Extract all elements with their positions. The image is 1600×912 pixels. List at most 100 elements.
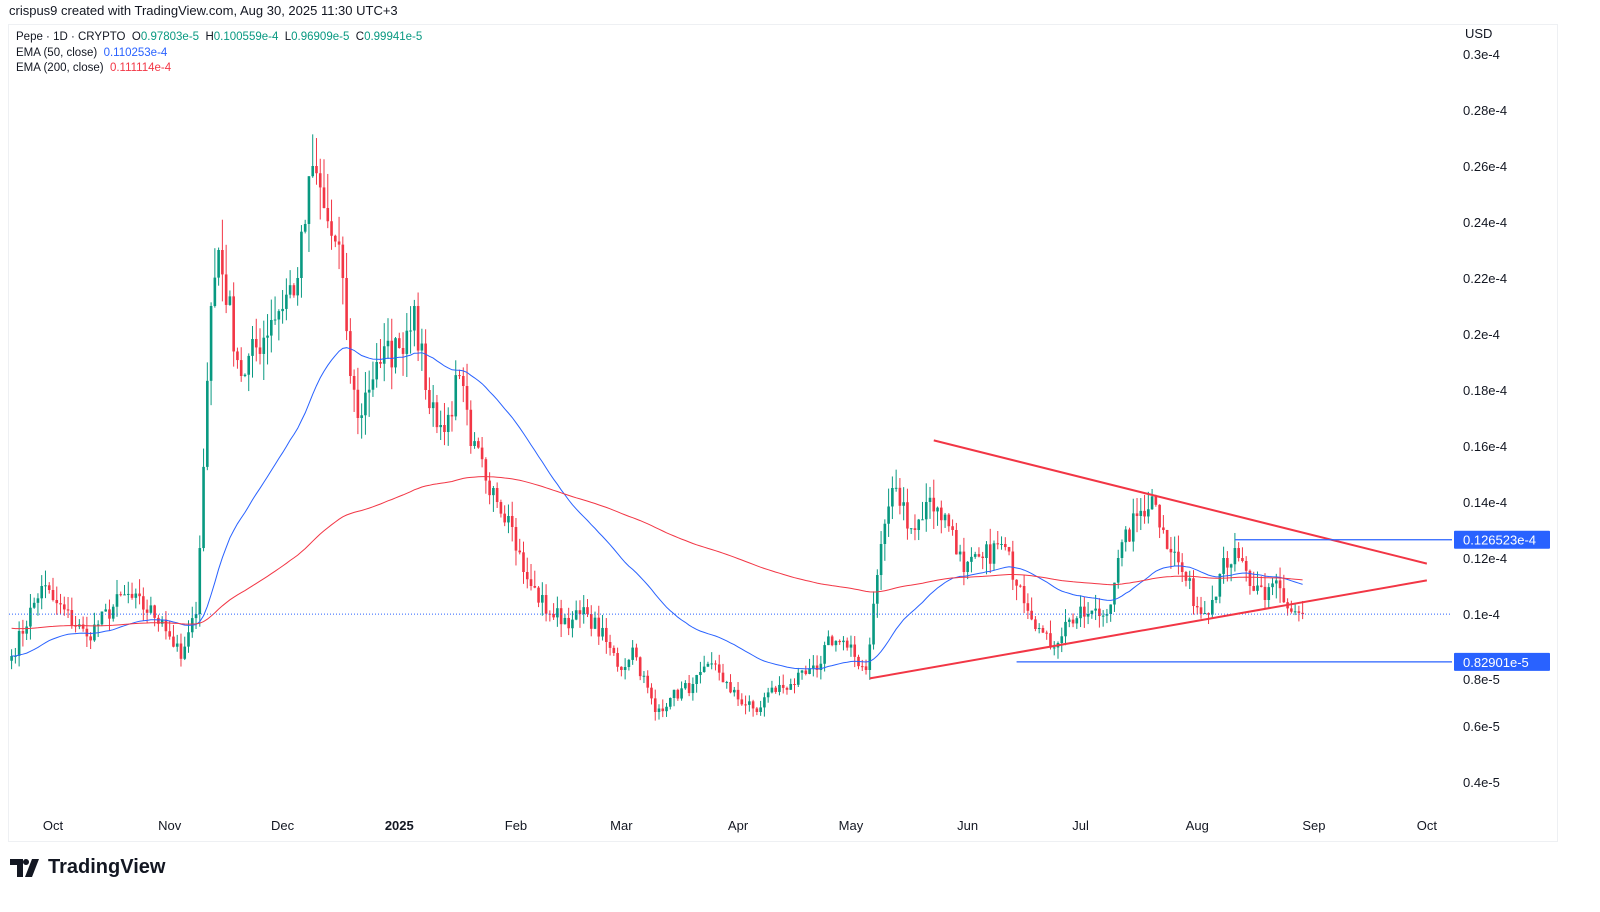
candle-body bbox=[360, 415, 363, 418]
candle-body bbox=[510, 516, 514, 528]
candle-body bbox=[770, 687, 774, 693]
candle-body bbox=[872, 603, 875, 645]
candle-body bbox=[774, 687, 777, 692]
candle-body bbox=[755, 708, 759, 712]
chart-legend: Pepe · 1D · CRYPTO O0.97803e-5 H0.100559… bbox=[16, 30, 422, 77]
candle-body bbox=[251, 338, 254, 356]
candle-body bbox=[492, 488, 495, 496]
candle-body bbox=[17, 630, 21, 656]
candle-body bbox=[153, 605, 156, 618]
low-label: L bbox=[284, 31, 292, 43]
candle-body bbox=[1248, 570, 1252, 586]
candle-body bbox=[766, 692, 770, 698]
candle-body bbox=[586, 607, 589, 614]
ema200-line bbox=[11, 476, 1303, 630]
candle-body bbox=[902, 502, 905, 506]
candle-body bbox=[1015, 579, 1018, 586]
candle-body bbox=[96, 624, 100, 626]
candle-body bbox=[943, 514, 947, 521]
candle-body bbox=[394, 338, 397, 368]
candle-body bbox=[1120, 542, 1124, 558]
candle-body bbox=[1252, 586, 1256, 591]
candle-body bbox=[1086, 614, 1090, 617]
candle-body bbox=[40, 586, 44, 599]
candle-body bbox=[574, 610, 578, 620]
x-tick-label: Dec bbox=[271, 818, 295, 833]
candle-body bbox=[608, 642, 612, 648]
candle-body bbox=[345, 278, 348, 332]
candle-body bbox=[480, 447, 484, 460]
candle-body bbox=[488, 480, 491, 496]
tradingview-logo[interactable]: TradingView bbox=[10, 856, 165, 879]
candle-body bbox=[371, 379, 375, 390]
candle-body bbox=[778, 684, 781, 692]
candle-body bbox=[285, 294, 288, 309]
ema50-label: EMA (50, close) bbox=[16, 46, 98, 59]
candle-body bbox=[571, 619, 574, 629]
candle-body bbox=[721, 672, 725, 683]
candle-body bbox=[273, 319, 277, 321]
symbol-label[interactable]: Pepe · 1D · CRYPTO bbox=[16, 31, 126, 43]
candle-body bbox=[631, 647, 634, 660]
x-tick-label: Sep bbox=[1302, 818, 1325, 833]
high-label: H bbox=[205, 31, 214, 43]
candle-body bbox=[823, 645, 826, 664]
candle-body bbox=[808, 668, 811, 674]
candle-body bbox=[1131, 513, 1135, 542]
candle-body bbox=[499, 502, 503, 514]
candle-body bbox=[1011, 551, 1015, 580]
candle-body bbox=[996, 543, 1000, 545]
candle-body bbox=[962, 551, 966, 572]
candle-body bbox=[454, 375, 458, 417]
candle-body bbox=[525, 572, 529, 580]
candle-body bbox=[142, 596, 145, 610]
x-tick-label: Mar bbox=[610, 818, 633, 833]
candle-body bbox=[130, 593, 134, 598]
candle-body bbox=[1124, 529, 1128, 543]
candle-body bbox=[277, 311, 281, 320]
candle-body bbox=[164, 619, 168, 632]
candle-body bbox=[657, 708, 661, 712]
candle-body bbox=[296, 278, 299, 296]
candle-body bbox=[172, 636, 175, 647]
ema50-row[interactable]: EMA (50, close) 0.110253e-4 bbox=[16, 46, 422, 62]
candle-body bbox=[100, 611, 104, 625]
y-tick-label: 0.12e-4 bbox=[1463, 551, 1507, 566]
candle-body bbox=[883, 523, 887, 544]
candle-body bbox=[781, 684, 785, 688]
candle-body bbox=[420, 343, 424, 351]
candle-body bbox=[1019, 585, 1022, 587]
candle-body bbox=[646, 675, 650, 688]
candle-body bbox=[1128, 529, 1131, 542]
candle-body bbox=[401, 348, 405, 354]
currency-label: USD bbox=[1465, 26, 1492, 41]
candle-body bbox=[684, 683, 687, 689]
open-label: O bbox=[131, 31, 141, 43]
candle-body bbox=[1226, 558, 1229, 568]
candle-body bbox=[932, 497, 936, 512]
candle-body bbox=[1241, 558, 1244, 561]
candle-body bbox=[66, 609, 70, 611]
candle-body bbox=[672, 689, 676, 698]
candle-body bbox=[1275, 580, 1278, 584]
level-price-label: 0.82901e-5 bbox=[1463, 655, 1529, 670]
y-tick-label: 0.14e-4 bbox=[1463, 495, 1507, 510]
candle-body bbox=[352, 376, 356, 390]
candle-body bbox=[179, 643, 183, 659]
candle-body bbox=[367, 389, 371, 393]
candle-body bbox=[111, 606, 115, 619]
y-tick-label: 0.16e-4 bbox=[1463, 439, 1507, 454]
x-tick-label: 2025 bbox=[385, 818, 414, 833]
candle-body bbox=[311, 166, 315, 177]
candle-body bbox=[725, 682, 729, 684]
candle-body bbox=[1037, 628, 1041, 630]
candle-body bbox=[450, 414, 454, 417]
candle-body bbox=[1199, 607, 1203, 614]
candle-body bbox=[789, 684, 793, 690]
ema200-row[interactable]: EMA (200, close) 0.111114e-4 bbox=[16, 61, 422, 77]
candle-body bbox=[1147, 509, 1150, 517]
ohlc-row: Pepe · 1D · CRYPTO O0.97803e-5 H0.100559… bbox=[16, 30, 422, 46]
candle-body bbox=[951, 526, 954, 530]
y-tick-label: 0.8e-5 bbox=[1463, 672, 1500, 687]
